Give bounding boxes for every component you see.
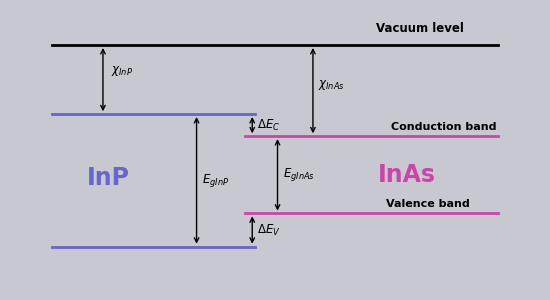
- Text: Conduction band: Conduction band: [392, 122, 497, 132]
- Text: Valence band: Valence band: [386, 199, 470, 209]
- Text: Vacuum level: Vacuum level: [376, 22, 464, 35]
- Text: $\Delta E_{C}$: $\Delta E_{C}$: [257, 118, 280, 133]
- Text: InAs: InAs: [377, 163, 436, 187]
- Text: $\Delta E_{V}$: $\Delta E_{V}$: [257, 223, 281, 238]
- Text: $E_{gInP}$: $E_{gInP}$: [202, 172, 229, 189]
- Text: $E_{gInAs}$: $E_{gInAs}$: [283, 166, 315, 183]
- Text: InP: InP: [86, 166, 129, 190]
- Text: $\chi_{InAs}$: $\chi_{InAs}$: [318, 78, 345, 92]
- Text: $\chi_{InP}$: $\chi_{InP}$: [111, 64, 133, 78]
